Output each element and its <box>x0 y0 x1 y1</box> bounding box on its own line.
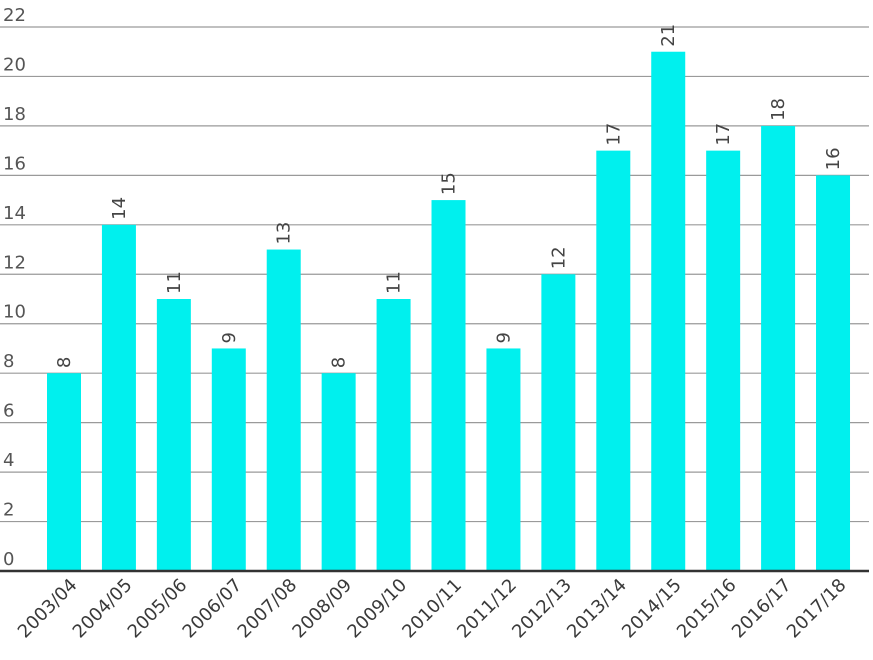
data-label: 16 <box>823 147 844 170</box>
data-label: 13 <box>274 222 295 245</box>
bars <box>47 51 851 572</box>
bar <box>266 249 301 571</box>
x-tick-label: 2008/09 <box>288 575 356 643</box>
data-label: 18 <box>768 98 789 121</box>
x-tick-label: 2010/11 <box>398 575 466 643</box>
y-tick-label: 12 <box>3 252 26 273</box>
x-tick-label: 2016/17 <box>728 575 796 643</box>
x-tick-label: 2013/14 <box>563 575 631 643</box>
data-label: 12 <box>548 246 569 269</box>
x-tick-label: 2017/18 <box>783 575 851 643</box>
data-label: 8 <box>329 357 350 368</box>
y-tick-label: 8 <box>3 351 14 372</box>
data-label: 14 <box>109 197 130 220</box>
bar <box>761 125 796 571</box>
data-label: 17 <box>713 123 734 146</box>
y-tick-label: 18 <box>3 104 26 125</box>
x-tick-label: 2012/13 <box>508 575 576 643</box>
data-label: 21 <box>658 24 679 47</box>
bar <box>376 299 411 571</box>
bar <box>321 373 356 571</box>
x-tick-label: 2011/12 <box>453 575 521 643</box>
bar <box>706 150 741 572</box>
bar <box>541 274 576 571</box>
data-label: 9 <box>219 332 240 343</box>
bar <box>486 348 521 571</box>
x-tick-label: 2004/05 <box>69 575 137 643</box>
y-tick-label: 4 <box>3 450 14 471</box>
bar <box>101 224 136 571</box>
x-tick-label: 2009/10 <box>343 575 411 643</box>
y-tick-label: 6 <box>3 401 14 422</box>
bar <box>156 299 191 571</box>
data-label: 15 <box>439 172 460 195</box>
bar <box>211 348 246 571</box>
x-tick-label: 2007/08 <box>234 575 302 643</box>
y-tick-label: 10 <box>3 302 26 323</box>
x-tick-label: 2006/07 <box>179 575 247 643</box>
bar <box>596 150 631 572</box>
y-tick-label: 22 <box>3 5 26 26</box>
y-tick-label: 16 <box>3 153 26 174</box>
y-tick-label: 20 <box>3 54 26 75</box>
data-label: 9 <box>493 332 514 343</box>
data-label: 11 <box>384 271 405 294</box>
data-label: 17 <box>603 123 624 146</box>
y-tick-label: 14 <box>3 203 26 224</box>
bar <box>651 51 686 571</box>
x-tick-label: 2003/04 <box>14 575 82 643</box>
x-tick-label: 2005/06 <box>124 575 192 643</box>
bar <box>431 200 466 571</box>
x-tick-label: 2015/16 <box>673 575 741 643</box>
data-labels: 8 14 11 9 13 8 11 15 9 12 17 21 17 18 16 <box>54 24 844 368</box>
x-tick-label: 2014/15 <box>618 575 686 643</box>
y-tick-label: 2 <box>3 500 14 521</box>
x-axis-tick-labels: 2003/042004/052005/062006/072007/082008/… <box>14 575 851 643</box>
bar <box>816 175 851 571</box>
data-label: 11 <box>164 271 185 294</box>
bar <box>47 373 81 571</box>
y-axis-tick-labels: 0 2 4 6 8 10 12 14 16 18 20 22 <box>3 5 26 570</box>
data-label: 8 <box>54 357 75 368</box>
y-tick-label: 0 <box>3 549 14 570</box>
